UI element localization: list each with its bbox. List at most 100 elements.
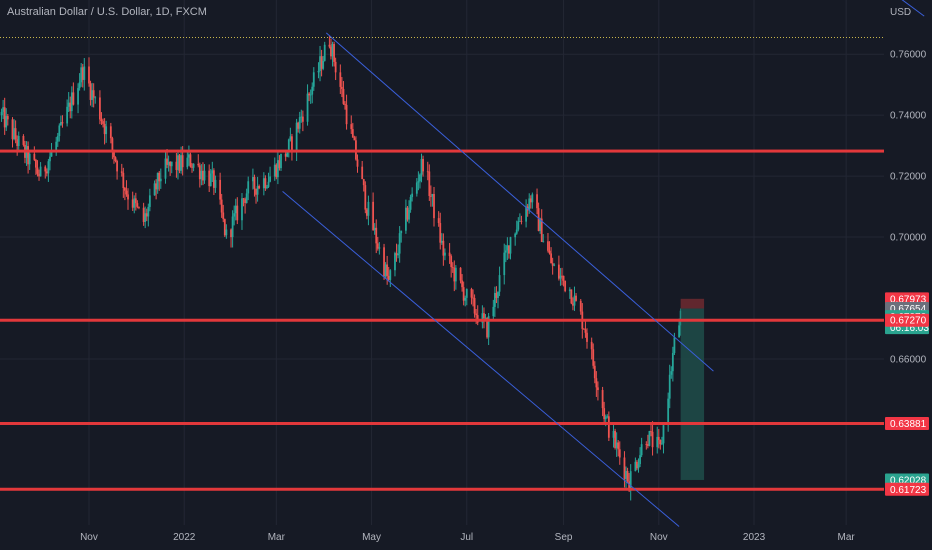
candle-body — [220, 199, 223, 213]
candle — [247, 176, 250, 201]
candle-body — [492, 306, 495, 317]
candle-body — [330, 46, 332, 57]
candle-body — [461, 280, 463, 288]
candle-body — [209, 173, 212, 187]
candle — [406, 206, 409, 222]
candle — [648, 430, 651, 447]
candle-body — [465, 288, 468, 298]
horizontal-level-line — [0, 487, 884, 491]
candle — [109, 122, 112, 144]
candle-body — [111, 138, 114, 150]
candle-body — [657, 436, 660, 440]
candle — [267, 172, 270, 188]
candle — [131, 191, 134, 211]
candle — [16, 135, 19, 156]
candle — [384, 262, 387, 279]
candle — [503, 243, 506, 285]
candle-body — [659, 439, 662, 445]
x-tick-label: Nov — [80, 532, 98, 543]
candle — [99, 90, 101, 125]
candle — [448, 243, 451, 264]
candle — [464, 295, 467, 307]
x-tick-label: 2022 — [173, 532, 196, 543]
candle-body — [597, 387, 599, 391]
candle-body — [89, 83, 92, 100]
candle — [105, 120, 108, 143]
candle — [442, 233, 445, 266]
candle — [72, 82, 75, 106]
candle-body — [553, 264, 556, 266]
candle — [323, 41, 326, 62]
candle-body — [454, 267, 457, 282]
symbol-title: Australian Dollar / U.S. Dollar, 1D, FXC… — [7, 6, 207, 18]
candle-body — [284, 153, 287, 157]
candle — [539, 217, 542, 234]
channel-line — [325, 32, 714, 372]
candle-body — [433, 194, 435, 219]
candle-body — [536, 194, 538, 209]
candle — [134, 192, 137, 211]
candle — [322, 55, 325, 71]
candle — [514, 232, 517, 246]
candle-body — [169, 161, 172, 167]
y-tick-label: 0.66000 — [890, 354, 927, 365]
candle — [61, 115, 64, 128]
candle-body — [503, 252, 506, 276]
candle-body — [637, 464, 640, 469]
price-label-countdown: 06:16:03 — [890, 323, 929, 334]
candle-body — [537, 208, 540, 231]
candle-body — [607, 416, 610, 438]
candle — [355, 136, 357, 161]
candle — [415, 178, 418, 197]
candle-body — [211, 170, 214, 174]
candle-body — [144, 213, 147, 222]
candle-body — [495, 292, 498, 298]
candle — [91, 82, 94, 108]
candle — [495, 286, 498, 304]
candle-body — [617, 442, 620, 450]
candle — [266, 184, 268, 190]
candle — [439, 212, 442, 250]
candle-body — [234, 205, 237, 214]
candle — [548, 241, 551, 255]
candle-body — [548, 250, 551, 254]
candle-body — [180, 155, 182, 171]
candle-body — [191, 166, 193, 168]
candle-body — [387, 275, 390, 280]
candle — [334, 57, 337, 81]
candle-body — [551, 263, 554, 266]
price-label-text: 0.67654 — [890, 304, 927, 315]
candle-body — [198, 165, 201, 180]
candle — [223, 218, 226, 238]
candle — [122, 167, 125, 198]
candle-body — [442, 240, 445, 256]
candle-body — [219, 179, 222, 200]
candle-body — [78, 82, 81, 89]
candle-body — [47, 161, 50, 174]
candle — [595, 371, 598, 397]
candle — [306, 84, 309, 126]
candle-body — [453, 267, 456, 282]
candle — [525, 199, 528, 228]
position-stop-zone — [680, 298, 705, 309]
candle-body — [286, 151, 289, 157]
candle-body — [470, 288, 473, 298]
candle-body — [100, 119, 103, 122]
candle — [49, 150, 51, 171]
currency-trend-line — [901, 0, 925, 17]
candle-body — [636, 461, 638, 469]
candle-body — [109, 126, 112, 139]
candle-body — [127, 194, 129, 200]
candle-body — [202, 170, 204, 181]
candle — [17, 131, 20, 151]
candle-body — [356, 159, 359, 167]
candle-body — [497, 291, 499, 298]
candle — [214, 175, 217, 193]
candle — [547, 233, 549, 253]
candle-body — [267, 181, 270, 187]
candle — [127, 188, 129, 210]
candle — [320, 49, 323, 77]
candle-body — [528, 198, 531, 211]
